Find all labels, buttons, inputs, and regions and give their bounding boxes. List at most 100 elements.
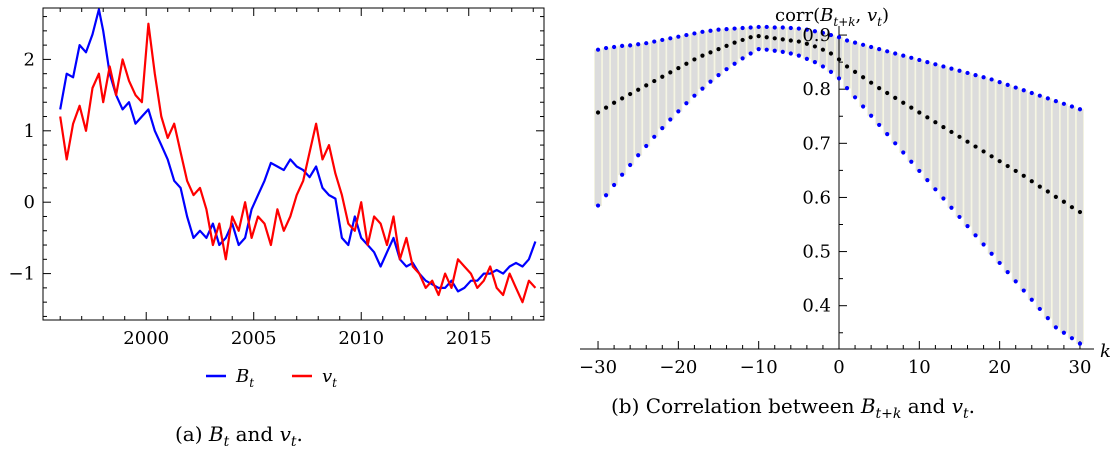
lower-bound-point: [941, 196, 946, 201]
band-segment: [1043, 97, 1052, 319]
lower-bound-point: [877, 122, 882, 128]
band-segment: [698, 31, 707, 90]
upper-bound-point: [620, 43, 625, 48]
upper-bound-point: [860, 42, 866, 47]
point-estimate-point: [644, 83, 649, 88]
lower-bound-point: [949, 205, 954, 210]
upper-bound-point: [877, 47, 882, 52]
upper-bound-point: [909, 55, 914, 60]
point-estimate-point: [1069, 205, 1075, 210]
upper-bound-point: [997, 80, 1002, 85]
lower-bound-point: [852, 95, 858, 100]
point-estimate-point: [965, 139, 970, 144]
lower-bound-point: [780, 49, 785, 54]
point-estimate-point: [684, 61, 689, 66]
point-estimate-point: [796, 39, 801, 44]
point-estimate-point: [949, 129, 954, 135]
upper-bound-point: [636, 42, 641, 47]
band-segment: [971, 74, 980, 236]
lower-bound-point: [756, 47, 761, 52]
upper-bound-point: [804, 27, 809, 32]
upper-bound-point: [885, 49, 890, 54]
point-estimate-point: [957, 134, 962, 139]
upper-bound-point: [828, 32, 834, 38]
point-estimate-point: [869, 80, 874, 85]
band-segment: [1068, 106, 1076, 339]
band-segment: [987, 79, 996, 255]
point-estimate-point: [788, 38, 793, 43]
panel-b-y-axis-label: corr(Bt+k, vt): [775, 5, 889, 29]
point-estimate-point: [700, 53, 705, 58]
point-estimate-point: [660, 74, 665, 79]
panel-a-series: [59, 8, 537, 304]
lower-bound-point: [933, 187, 938, 192]
lower-bound-point: [965, 224, 970, 229]
b-x-tick-label: −10: [740, 357, 778, 378]
b-x-tick-label: −20: [659, 357, 697, 378]
upper-bound-point: [708, 28, 713, 33]
band-segment: [706, 30, 715, 83]
b-x-tick-label: 0: [833, 357, 844, 378]
upper-bound-point: [893, 51, 898, 56]
b-x-tick-label: 30: [1069, 357, 1092, 378]
lower-bound-point: [636, 153, 641, 158]
band-segment: [642, 42, 651, 147]
lower-bound-point: [1045, 316, 1050, 321]
point-estimate-point: [764, 35, 769, 40]
lower-bound-point: [740, 56, 745, 61]
point-estimate-point: [1045, 189, 1050, 194]
band-segment: [634, 43, 643, 156]
panel-a-plot-frame: [42, 7, 545, 321]
point-estimate-point: [941, 124, 946, 130]
lower-bound-point: [885, 132, 890, 137]
b-y-tick-label: 0.9: [802, 25, 831, 46]
band-segment: [843, 40, 851, 89]
upper-bound-point: [716, 27, 721, 32]
upper-bound-point: [603, 45, 609, 51]
upper-bound-point: [724, 27, 729, 32]
series-line-v: [59, 22, 537, 304]
upper-bound-point: [1021, 88, 1026, 93]
lower-bound-point: [1069, 336, 1075, 341]
lower-bound-point: [595, 203, 601, 208]
lower-bound-point: [724, 67, 729, 72]
upper-bound-point: [901, 53, 906, 58]
upper-bound-point: [917, 57, 922, 63]
a-y-tick-label: 1: [24, 121, 35, 142]
upper-bound-point: [981, 75, 986, 80]
band-segment: [626, 44, 635, 166]
band-segment: [1003, 84, 1012, 273]
point-estimate-point: [933, 120, 938, 125]
band-segment: [730, 28, 739, 65]
band-segment: [682, 34, 691, 104]
upper-bound-point: [1061, 101, 1067, 106]
panel-b-y-tick-labels: 0.4 0.5 0.6 0.7 0.8 0.9: [802, 25, 831, 317]
point-estimate-point: [1021, 173, 1026, 178]
lower-bound-point: [660, 126, 665, 131]
band-segment: [923, 61, 932, 181]
point-estimate-point: [989, 154, 994, 159]
point-estimate-point: [603, 105, 609, 110]
band-segment: [746, 27, 755, 54]
band-segment: [674, 36, 683, 112]
point-estimate-point: [724, 43, 729, 48]
point-estimate-point: [860, 75, 866, 80]
upper-bound-point: [1077, 107, 1083, 112]
point-estimate-point: [732, 40, 737, 45]
lower-bound-point: [796, 53, 801, 58]
series-line-b: [59, 8, 537, 293]
lower-bound-point: [917, 168, 922, 174]
a-x-tick-label: 2000: [123, 328, 169, 349]
point-estimate-point: [636, 87, 641, 92]
upper-bound-point: [772, 25, 777, 30]
lower-bound-point: [997, 260, 1002, 266]
point-estimate-point: [708, 50, 713, 55]
b-x-tick-label: 10: [908, 357, 931, 378]
panel-b-correlation-chart: −30 −20 −10 0 10 20 30 0.4 0.5 0.6 0.7 0.8 0.9 corr…: [579, 5, 1111, 422]
lower-bound-point: [644, 143, 649, 149]
point-estimate-point: [611, 100, 617, 105]
point-estimate-point: [828, 51, 834, 56]
point-estimate-point: [748, 35, 753, 40]
point-estimate-point: [676, 65, 681, 71]
